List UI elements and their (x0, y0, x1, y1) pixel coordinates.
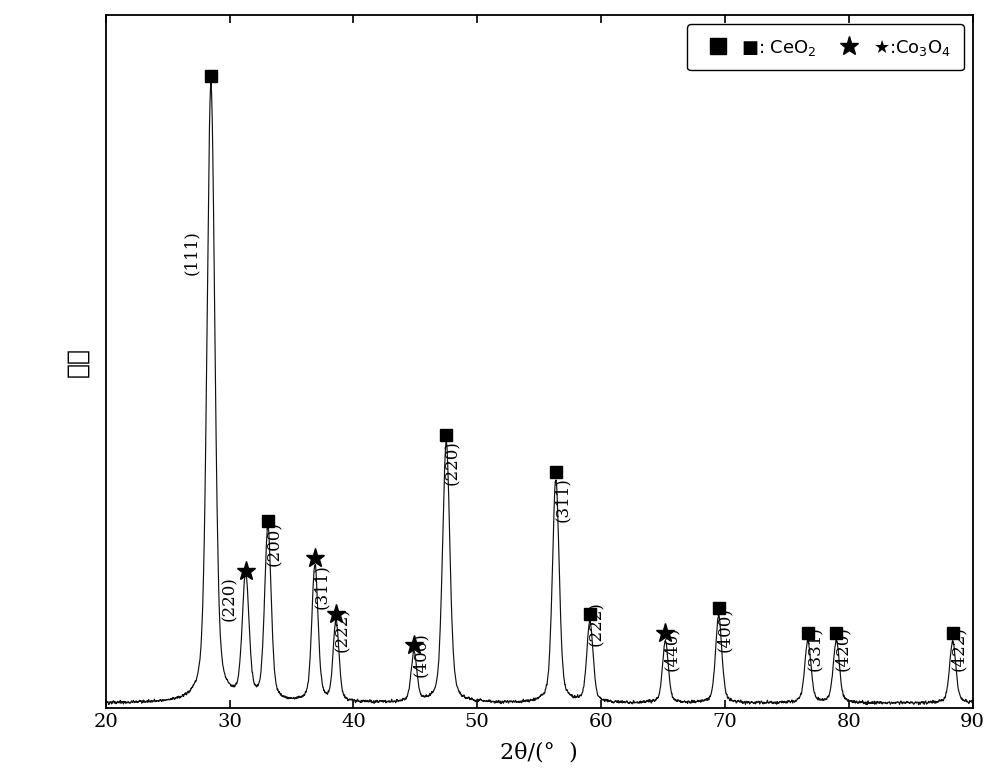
Text: (111): (111) (183, 230, 200, 275)
Text: (311): (311) (554, 478, 571, 523)
Y-axis label: 强度: 强度 (65, 347, 89, 376)
Text: (222): (222) (334, 608, 351, 652)
Text: (422): (422) (950, 626, 967, 671)
Text: (200): (200) (266, 521, 283, 566)
X-axis label: 2θ/(°  ): 2θ/(° ) (500, 742, 578, 764)
Text: (220): (220) (444, 440, 461, 485)
Text: (400): (400) (716, 608, 733, 652)
Text: (220): (220) (221, 576, 238, 622)
Text: (400): (400) (412, 633, 429, 677)
Text: (311): (311) (313, 564, 330, 609)
Text: (222): (222) (588, 601, 605, 646)
Text: (440): (440) (663, 626, 680, 671)
Legend: $\blacksquare$: CeO$_2$, $\bigstar$:Co$_3$O$_4$: $\blacksquare$: CeO$_2$, $\bigstar$:Co$_… (687, 24, 964, 70)
Text: (420): (420) (834, 626, 851, 671)
Text: (331): (331) (806, 626, 823, 671)
